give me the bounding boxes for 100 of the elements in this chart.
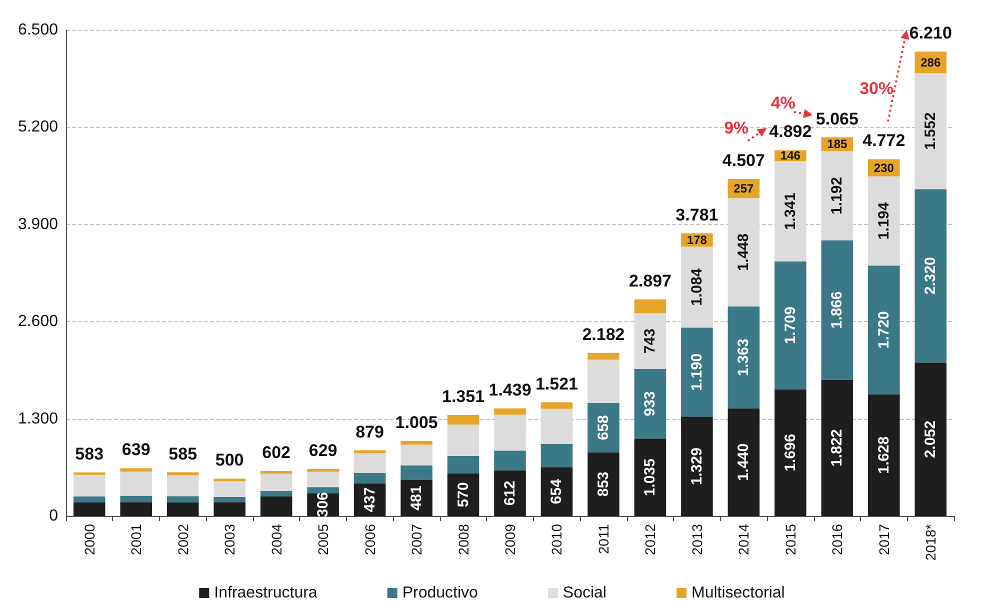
bar bbox=[73, 472, 106, 475]
data-label: 146 bbox=[780, 148, 801, 163]
bar bbox=[260, 490, 292, 497]
data-label: 1.440 bbox=[735, 443, 752, 481]
x-tick-label: 2013 bbox=[688, 524, 705, 556]
y-tick-label: 3.900 bbox=[18, 216, 58, 233]
data-label: 1.194 bbox=[875, 202, 892, 240]
bar bbox=[914, 73, 947, 190]
x-tick-label: 2004 bbox=[268, 524, 284, 556]
bar bbox=[400, 444, 432, 466]
data-label: 178 bbox=[686, 232, 708, 247]
total-label: 2.182 bbox=[582, 324, 625, 344]
bar bbox=[166, 502, 199, 516]
data-label: 1.866 bbox=[828, 291, 846, 329]
data-label: 185 bbox=[827, 137, 848, 152]
bar bbox=[494, 450, 526, 470]
x-tick-label: 2016 bbox=[829, 524, 846, 556]
x-tick-label: 2011 bbox=[595, 524, 612, 554]
x-tick-label: 2006 bbox=[362, 524, 378, 556]
bar bbox=[307, 468, 339, 472]
data-label: 2.320 bbox=[922, 257, 940, 295]
x-tick-label: 2008 bbox=[455, 524, 472, 556]
data-label: 286 bbox=[920, 55, 941, 70]
bar bbox=[447, 456, 480, 474]
total-label: 639 bbox=[122, 440, 150, 460]
bar bbox=[214, 481, 246, 497]
data-label: 1.822 bbox=[828, 429, 846, 467]
bar bbox=[354, 453, 386, 473]
bar bbox=[73, 502, 106, 516]
bar bbox=[354, 472, 386, 484]
bar bbox=[540, 408, 573, 444]
bar bbox=[260, 474, 292, 491]
total-label: 6.210 bbox=[909, 24, 952, 43]
legend-label: Multisectorial bbox=[691, 584, 785, 602]
data-label: 1.341 bbox=[782, 192, 799, 230]
bar bbox=[634, 438, 666, 516]
bar bbox=[728, 198, 760, 306]
bar bbox=[447, 414, 480, 425]
bar bbox=[681, 246, 713, 328]
bar bbox=[120, 496, 152, 502]
y-tick-label: 1.300 bbox=[18, 410, 58, 428]
bar bbox=[214, 478, 246, 482]
data-label: 853 bbox=[594, 472, 612, 497]
x-tick-label: 2015 bbox=[782, 524, 798, 556]
bar bbox=[774, 161, 806, 262]
bar bbox=[73, 474, 106, 497]
data-label: 1.720 bbox=[875, 311, 892, 349]
x-tick-label: 2001 bbox=[128, 524, 144, 556]
data-label: 1.709 bbox=[782, 306, 799, 344]
data-label: 1.035 bbox=[642, 458, 659, 496]
total-label: 5.065 bbox=[816, 109, 858, 128]
bar bbox=[214, 502, 246, 516]
bar bbox=[914, 189, 947, 363]
total-label: 1.351 bbox=[442, 386, 485, 406]
bar bbox=[120, 502, 152, 516]
bar bbox=[166, 496, 199, 503]
bar bbox=[588, 352, 620, 360]
y-tick-label: 2.600 bbox=[18, 313, 58, 330]
total-label: 583 bbox=[75, 444, 104, 464]
bar bbox=[494, 408, 526, 415]
total-label: 585 bbox=[168, 444, 198, 464]
bar bbox=[821, 240, 854, 380]
data-label: 654 bbox=[548, 478, 566, 504]
bar bbox=[914, 362, 947, 516]
bar bbox=[821, 151, 854, 240]
data-label: 1.190 bbox=[688, 353, 706, 391]
bar bbox=[728, 306, 760, 408]
data-label: 437 bbox=[361, 487, 378, 512]
bar bbox=[774, 261, 806, 390]
bar bbox=[307, 487, 339, 494]
data-label: 1.192 bbox=[828, 176, 846, 214]
bar bbox=[634, 313, 666, 369]
x-tick-label: 2012 bbox=[642, 524, 658, 556]
bar bbox=[120, 472, 152, 496]
bar bbox=[260, 496, 292, 516]
bar bbox=[120, 468, 152, 472]
bar bbox=[494, 414, 526, 451]
y-tick-label: 6.500 bbox=[18, 22, 58, 38]
total-label: 3.781 bbox=[676, 205, 718, 224]
bar bbox=[588, 360, 620, 404]
x-tick-label: 2003 bbox=[222, 524, 238, 556]
bar bbox=[681, 416, 713, 516]
bar bbox=[166, 475, 199, 496]
y-tick-label: 0 bbox=[49, 508, 58, 524]
x-tick-label: 2017 bbox=[876, 524, 892, 556]
data-label: 743 bbox=[642, 328, 659, 354]
x-tick-label: 2007 bbox=[408, 524, 425, 556]
y-tick-label: 5.200 bbox=[18, 118, 58, 136]
total-label: 500 bbox=[215, 450, 244, 470]
data-label: 1.084 bbox=[688, 268, 706, 306]
data-label: 1.363 bbox=[735, 338, 752, 376]
bar bbox=[400, 466, 432, 480]
data-label: 1.329 bbox=[688, 448, 706, 486]
bar bbox=[307, 472, 339, 488]
annotation: 4% bbox=[770, 93, 796, 112]
total-label: 4.772 bbox=[862, 131, 906, 150]
bar bbox=[634, 299, 666, 314]
bar bbox=[447, 424, 480, 456]
bar bbox=[774, 389, 806, 516]
total-label: 1.521 bbox=[535, 374, 578, 394]
